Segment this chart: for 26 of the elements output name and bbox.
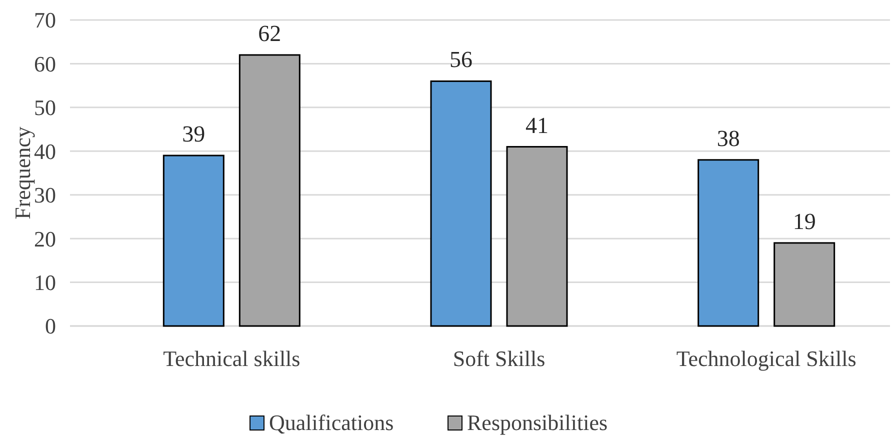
bar <box>698 159 760 327</box>
x-tick-label: Technological Skills <box>676 346 856 371</box>
bar <box>430 80 492 327</box>
y-tick-label: 50 <box>34 95 56 120</box>
y-tick-label: 30 <box>34 182 56 208</box>
legend-label: Responsibilities <box>467 410 608 435</box>
data-label: 62 <box>258 20 282 46</box>
data-label: 56 <box>450 47 472 72</box>
data-label: 41 <box>526 112 548 138</box>
bar <box>774 242 836 327</box>
y-tick-label: 60 <box>34 51 56 76</box>
y-tick-label: 10 <box>34 270 56 295</box>
bar <box>162 154 224 327</box>
x-tick-label: Soft Skills <box>452 346 546 371</box>
x-tick-label: Technical skills <box>163 346 300 371</box>
y-axis-title: Frequency <box>10 126 35 220</box>
bar <box>238 54 300 327</box>
y-tick-label: 40 <box>34 138 56 164</box>
data-label: 39 <box>182 122 206 147</box>
data-label: 38 <box>716 126 740 151</box>
y-tick-label: 70 <box>34 8 56 33</box>
y-tick-label: 0 <box>45 314 56 339</box>
legend-label: Qualifications <box>269 410 394 435</box>
data-label: 19 <box>792 208 816 234</box>
bar <box>506 146 568 327</box>
y-tick-label: 20 <box>34 226 56 252</box>
